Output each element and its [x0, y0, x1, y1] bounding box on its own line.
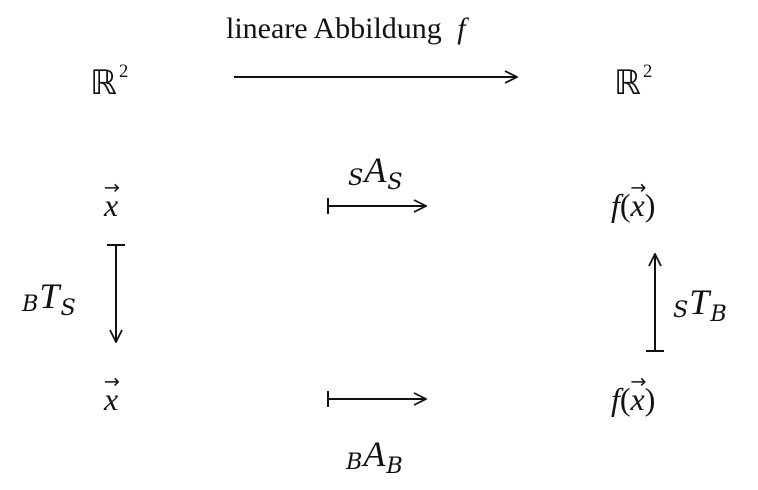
maps-to-arrow-right-up [646, 254, 664, 352]
maps-to-arrow-left-down [107, 244, 125, 342]
vector-x-lower-symbol: x [104, 383, 118, 415]
transform-BS-pre: B [22, 291, 39, 318]
transform-SB-sub: B [710, 300, 727, 327]
vector-x-upper: x [104, 189, 118, 221]
transform-SB-label: STB [673, 284, 727, 325]
matrix-SS-main: A [364, 150, 387, 190]
space-right-exponent: 2 [642, 61, 653, 82]
matrix-BB-label: BAB [346, 436, 403, 477]
transform-SB-pre: S [673, 297, 689, 324]
image-fx-upper-f: f [611, 187, 620, 223]
maps-to-arrow-upper [327, 198, 426, 214]
transform-SB-main: T [689, 282, 710, 322]
space-left-exponent: 2 [118, 61, 129, 82]
matrix-BB-pre: B [346, 449, 363, 476]
matrix-SS-sub: S [387, 168, 403, 195]
image-fx-lower-close: ) [644, 381, 656, 417]
image-fx-upper-x: x [631, 189, 645, 221]
space-left-symbol: ℝ [90, 62, 117, 103]
maps-to-arrow-lower [327, 391, 426, 407]
matrix-SS-label: SAS [348, 152, 403, 193]
image-fx-lower-f: f [611, 381, 620, 417]
image-fx-lower: f(x) [611, 383, 655, 415]
matrix-BB-sub: B [386, 452, 403, 479]
top-arrow-label-text: lineare Abbildung [226, 12, 442, 45]
image-fx-lower-open: ( [619, 381, 631, 417]
vector-x-upper-symbol: x [104, 189, 118, 221]
transform-BS-sub: S [60, 294, 76, 321]
image-fx-upper-open: ( [619, 187, 631, 223]
image-fx-lower-x: x [631, 383, 645, 415]
transform-BS-main: T [39, 276, 60, 316]
top-arrow-label: lineare Abbildung f [226, 14, 466, 44]
space-right-symbol: ℝ [614, 62, 641, 103]
image-fx-upper-close: ) [644, 187, 656, 223]
image-fx-upper: f(x) [611, 189, 655, 221]
transform-BS-label: BTS [22, 278, 76, 319]
top-arrow-function-symbol: f [457, 12, 466, 45]
matrix-SS-pre: S [348, 165, 364, 192]
matrix-BB-main: A [363, 434, 386, 474]
vector-x-lower: x [104, 383, 118, 415]
